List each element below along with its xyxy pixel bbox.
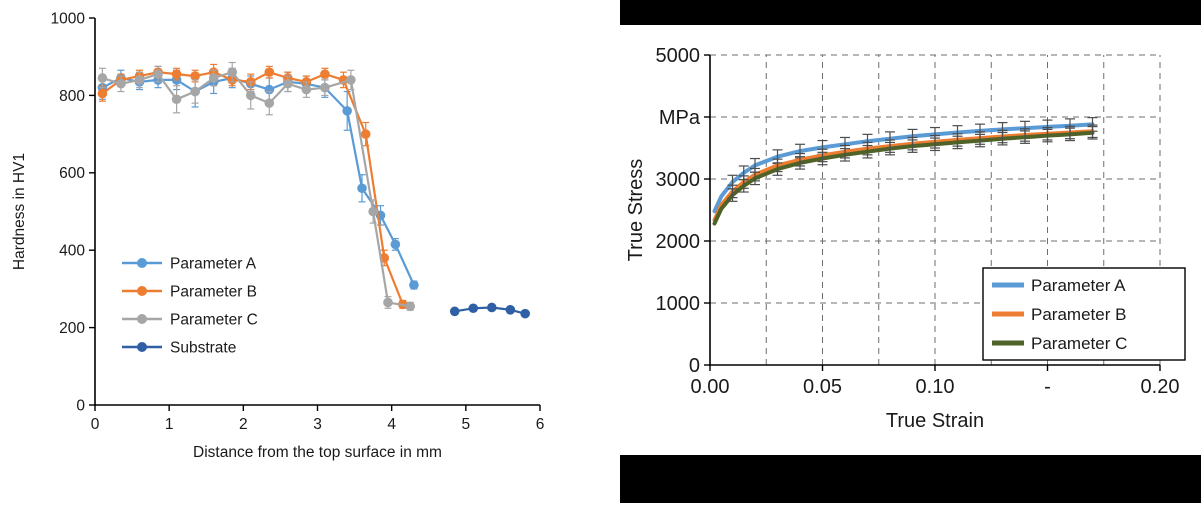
y-tick-label: 3000 [656, 169, 701, 191]
hardness-chart: 0 1 2 3 4 5 6 0 200 400 600 800 1000 Distance from th… [11, 10, 545, 461]
legend-label-parameter-c: Parameter C [170, 311, 258, 328]
y-tick-label: 5000 [656, 45, 701, 67]
legend-label-parameter-a: Parameter A [170, 255, 257, 272]
legend-label-parameter-c: Parameter C [1031, 334, 1127, 353]
series-parameter-c [712, 126, 1098, 226]
y-tick-label: 1000 [51, 10, 86, 27]
legend-label-substrate: Substrate [170, 339, 236, 356]
x-tick-label: 1 [165, 416, 174, 433]
axes: 0 1 2 3 4 5 6 0 200 400 600 800 1000 [51, 10, 545, 433]
x-tick-label: 5 [462, 416, 471, 433]
series-parameter-a [97, 67, 419, 290]
y-tick-label: 1000 [656, 293, 701, 315]
gridlines [710, 54, 1161, 365]
y-tick-label: MPa [659, 107, 701, 129]
stress-chart-svg: 0.00 0.05 0.10 - 0.20 0 1000 2000 3000 MPa 5000 Tru… [625, 45, 1186, 432]
stress-chart-panel: 0.00 0.05 0.10 - 0.20 0 1000 2000 3000 MPa 5000 Tru… [620, 0, 1201, 503]
stress-chart: 0.00 0.05 0.10 - 0.20 0 1000 2000 3000 MPa 5000 Tru… [620, 25, 1201, 455]
x-tick-label: 0.05 [803, 376, 842, 398]
y-tick-label: 600 [59, 165, 85, 182]
axes: 0.00 0.05 0.10 - 0.20 0 1000 2000 3000 MPa 5000 [656, 45, 1180, 398]
hardness-chart-svg: 0 1 2 3 4 5 6 0 200 400 600 800 1000 Distance from th… [11, 10, 545, 461]
legend: Parameter A Parameter B Parameter C Substra… [122, 255, 258, 356]
series-parameter-a [712, 117, 1098, 214]
x-tick-label: 0.00 [691, 376, 730, 398]
y-tick-label: 400 [59, 243, 85, 260]
y-tick-label: 0 [689, 355, 700, 377]
x-tick-label: 6 [536, 416, 545, 433]
y-tick-label: 0 [76, 397, 85, 414]
x-tick-label: - [1044, 376, 1051, 398]
y-tick-label: 2000 [656, 231, 701, 253]
x-tick-label: 2 [239, 416, 248, 433]
legend: Parameter A Parameter B Parameter C [982, 267, 1186, 361]
bottom-black-bar [620, 455, 1201, 503]
x-axis-label: True Strain [886, 410, 984, 432]
series-substrate [449, 302, 530, 319]
legend-label-parameter-a: Parameter A [1031, 276, 1126, 295]
y-axis-label: True Stress [625, 159, 647, 262]
y-axis-label: Hardness in HV1 [11, 153, 28, 270]
x-tick-label: 3 [313, 416, 322, 433]
legend-label-parameter-b: Parameter B [170, 283, 257, 300]
series-parameter-c [97, 61, 416, 312]
x-tick-label: 4 [387, 416, 396, 433]
x-tick-label: 0.20 [1141, 376, 1180, 398]
y-tick-label: 800 [59, 88, 85, 105]
y-tick-label: 200 [59, 320, 85, 337]
x-tick-label: 0 [91, 416, 100, 433]
top-black-bar [620, 0, 1201, 25]
x-tick-label: 0.10 [916, 376, 955, 398]
legend-label-parameter-b: Parameter B [1031, 305, 1126, 324]
x-axis-label: Distance from the top surface in mm [193, 444, 442, 461]
